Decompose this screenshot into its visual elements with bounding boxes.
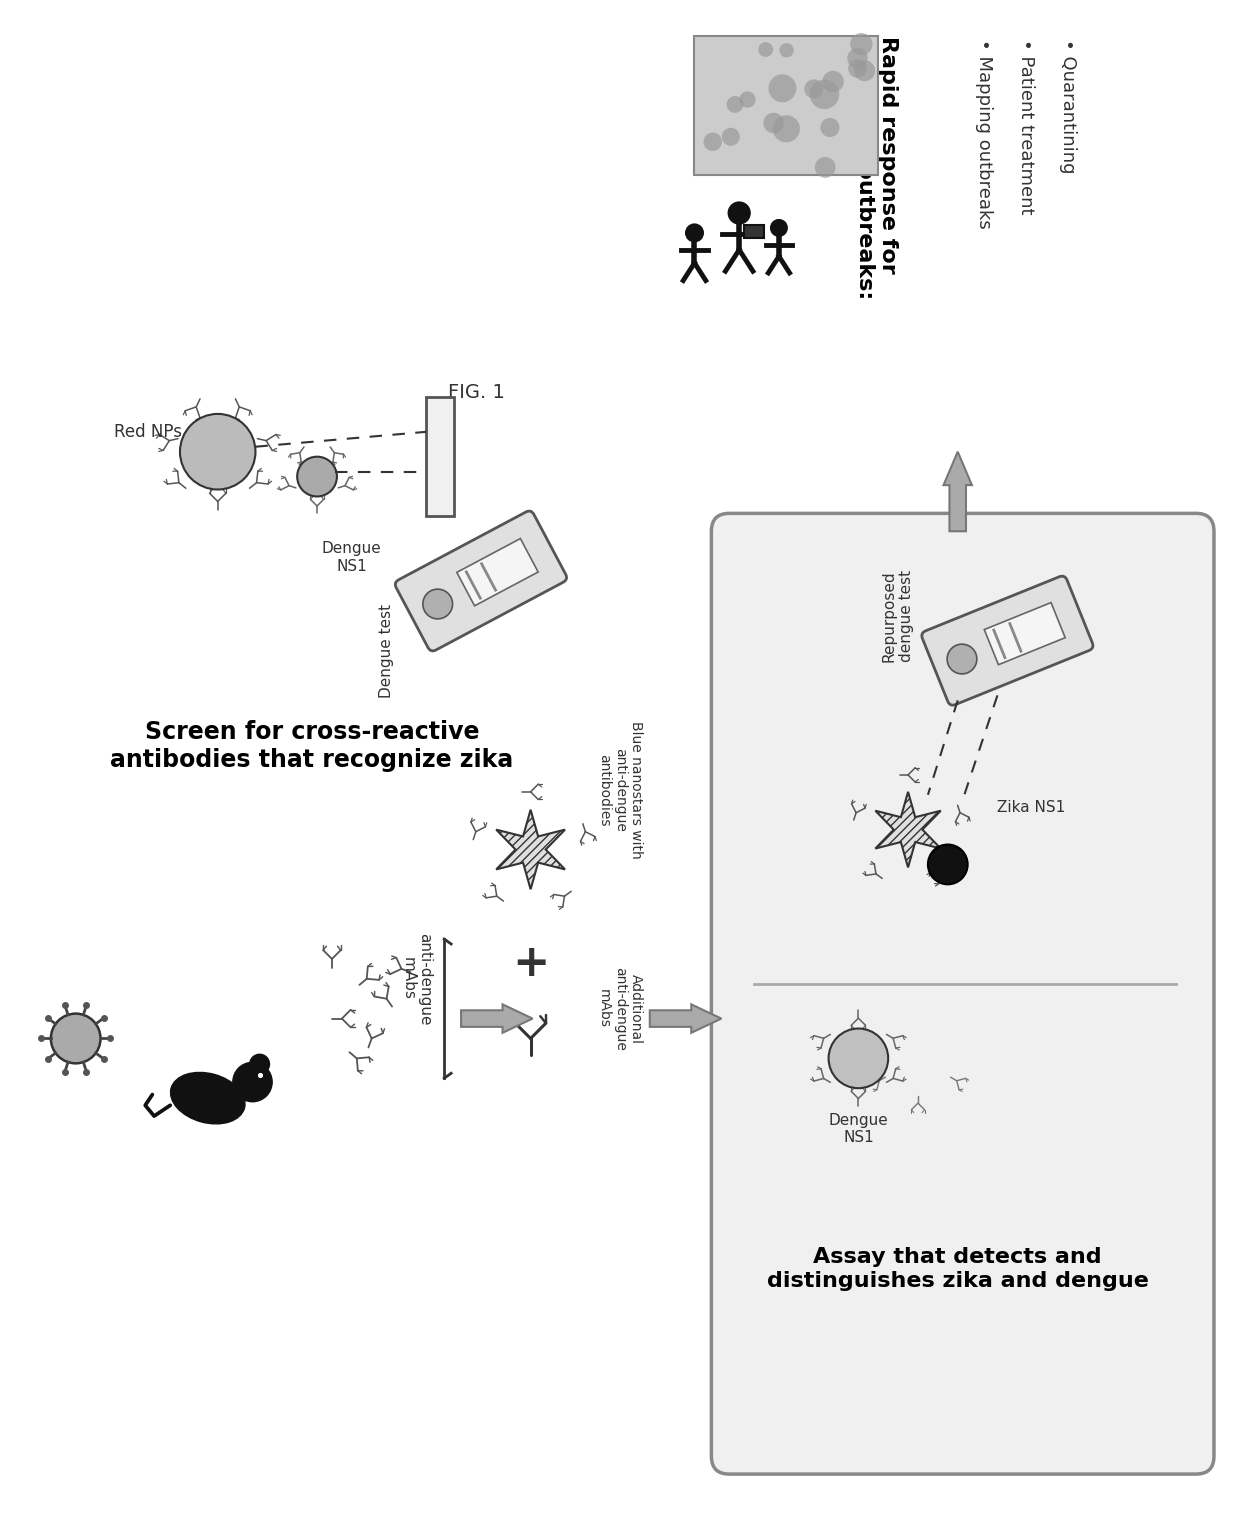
Circle shape [739, 91, 755, 108]
Text: Dengue
NS1: Dengue NS1 [322, 542, 382, 574]
Circle shape [780, 43, 794, 58]
Polygon shape [496, 810, 565, 889]
Bar [427, 397, 454, 516]
Text: FIG. 1: FIG. 1 [448, 382, 505, 402]
Circle shape [928, 845, 967, 884]
Circle shape [848, 59, 867, 78]
Text: Blue nanostars with
anti-dengue
antibodies: Blue nanostars with anti-dengue antibodi… [596, 721, 644, 858]
Polygon shape [875, 791, 941, 868]
Circle shape [180, 414, 255, 490]
Circle shape [249, 1055, 269, 1075]
Circle shape [764, 113, 784, 134]
Polygon shape [461, 1005, 533, 1033]
Text: Dengue test: Dengue test [379, 604, 394, 697]
Bar [694, 37, 878, 175]
Text: Repurposed
dengue test: Repurposed dengue test [882, 569, 914, 662]
Polygon shape [650, 1005, 722, 1033]
Circle shape [805, 79, 823, 99]
Text: Dengue
NS1: Dengue NS1 [828, 1113, 888, 1146]
Ellipse shape [171, 1073, 246, 1123]
Circle shape [851, 33, 873, 55]
FancyBboxPatch shape [921, 577, 1092, 705]
Text: anti-dengue
mAbs: anti-dengue mAbs [401, 933, 433, 1024]
Bar [456, 539, 538, 606]
Circle shape [684, 224, 704, 242]
Text: Additional
anti-dengue
mAbs: Additional anti-dengue mAbs [596, 966, 644, 1050]
Circle shape [727, 96, 744, 113]
Bar [985, 603, 1065, 665]
Circle shape [947, 644, 977, 674]
Circle shape [51, 1014, 100, 1064]
Circle shape [423, 589, 453, 619]
Text: Assay that detects and
distinguishes zika and dengue: Assay that detects and distinguishes zik… [766, 1248, 1148, 1291]
Circle shape [770, 219, 787, 237]
Circle shape [759, 43, 773, 56]
FancyBboxPatch shape [712, 513, 1214, 1475]
Text: Rapid response for
emerging outbreaks:: Rapid response for emerging outbreaks: [854, 37, 898, 300]
Circle shape [233, 1062, 272, 1102]
Circle shape [728, 201, 750, 225]
Text: Red NPs: Red NPs [114, 423, 182, 441]
Text: • Patient treatment: • Patient treatment [1017, 40, 1035, 215]
Text: +: + [512, 942, 549, 985]
Circle shape [298, 457, 337, 496]
Text: • Quarantining: • Quarantining [1059, 40, 1076, 174]
Circle shape [769, 75, 796, 102]
Text: Zika NS1: Zika NS1 [997, 801, 1065, 816]
Polygon shape [944, 452, 972, 531]
Text: • Mapping outbreaks: • Mapping outbreaks [976, 40, 993, 228]
Text: Screen for cross-reactive
antibodies that recognize zika: Screen for cross-reactive antibodies tha… [110, 720, 513, 772]
Circle shape [828, 1029, 888, 1088]
Circle shape [703, 132, 722, 151]
Circle shape [773, 116, 800, 143]
Circle shape [810, 79, 839, 110]
Circle shape [821, 117, 839, 137]
Circle shape [722, 128, 740, 146]
FancyBboxPatch shape [396, 511, 567, 651]
Circle shape [847, 49, 868, 68]
Circle shape [854, 61, 875, 81]
Circle shape [815, 157, 836, 178]
Bar [744, 225, 764, 239]
Circle shape [822, 70, 844, 93]
